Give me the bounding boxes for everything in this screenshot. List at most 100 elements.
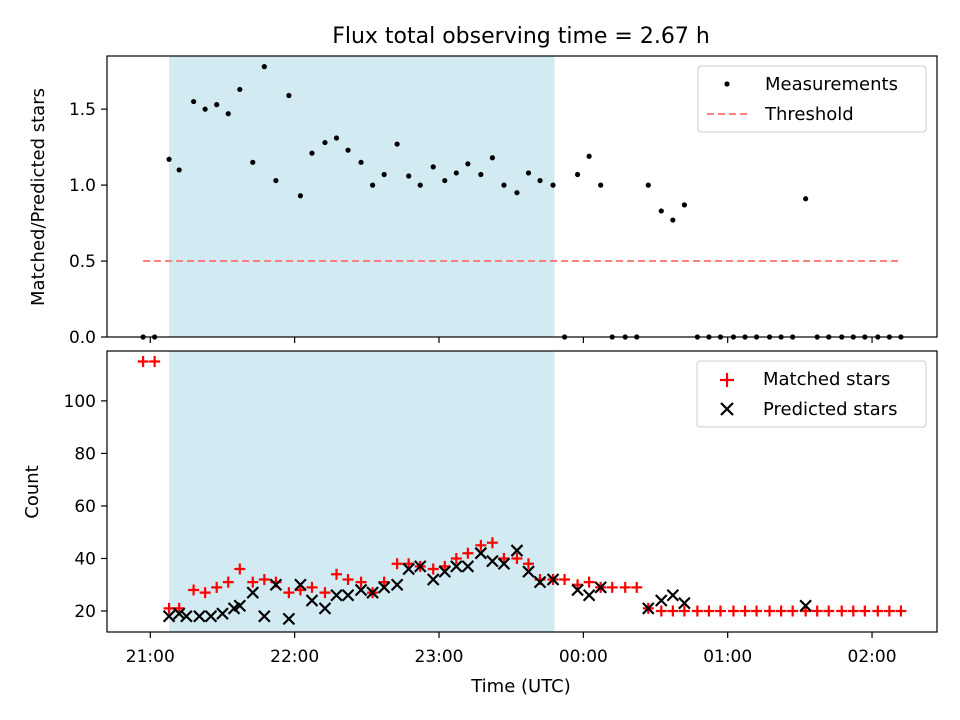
- matched-star-point: [247, 576, 259, 588]
- measurement-point: [394, 141, 400, 147]
- predicted-star-point: [233, 599, 247, 613]
- bottom-y-axis-label: Count: [22, 465, 43, 518]
- measurement-point: [430, 164, 436, 170]
- measurement-point: [645, 182, 651, 188]
- shaded-region: [169, 56, 555, 337]
- y-tick-label: 60: [74, 497, 96, 517]
- measurement-point: [381, 171, 387, 178]
- predicted-star-point: [642, 602, 655, 615]
- predicted-star-point: [377, 581, 391, 594]
- matched-star-point: [703, 605, 715, 617]
- predicted-star-point: [678, 596, 691, 610]
- measurement-point: [191, 98, 197, 105]
- measurement-point: [514, 190, 520, 196]
- matched-star-point: [883, 605, 895, 617]
- measurement-point: [465, 161, 471, 167]
- measurement-point: [453, 170, 459, 176]
- matched-star-point: [173, 602, 185, 614]
- matched-star-point: [294, 584, 306, 596]
- matched-star-point: [787, 605, 799, 617]
- matched-star-point: [800, 605, 812, 617]
- predicted-star-point: [582, 588, 596, 602]
- x-axis-label: Time (UTC): [470, 676, 571, 697]
- measurement-point: [478, 171, 484, 178]
- matched-star-point: [511, 552, 523, 564]
- measurement-point: [309, 150, 315, 156]
- matched-star-point: [872, 605, 884, 617]
- matched-star-point: [439, 560, 451, 572]
- chart-title: Flux total observing time = 2.67 h: [332, 24, 710, 49]
- top-axes-frame: [106, 55, 938, 338]
- predicted-star-point: [294, 578, 307, 592]
- y-tick-label: 100: [64, 392, 96, 412]
- measurement-point: [225, 111, 231, 117]
- matched-star-point: [498, 552, 510, 564]
- predicted-star-point: [497, 557, 511, 570]
- matched-star-point: [859, 605, 871, 617]
- predicted-star-point: [402, 562, 415, 576]
- matched-star-point: [691, 605, 703, 617]
- predicted-star-point: [546, 573, 560, 586]
- predicted-star-point: [413, 560, 427, 573]
- predicted-star-point: [204, 609, 218, 623]
- predicted-star-point: [799, 599, 812, 613]
- measurement-point: [586, 153, 592, 159]
- predicted-star-point: [162, 609, 176, 623]
- matched-star-point: [149, 356, 161, 368]
- measurement-point: [417, 182, 423, 188]
- predicted-star-point: [474, 546, 488, 560]
- matched-star-point: [775, 605, 787, 617]
- matched-star-point: [462, 547, 474, 559]
- legend-measurements-label: Measurements: [765, 74, 898, 95]
- matched-star-point: [727, 605, 739, 617]
- top-legend: Measurements Threshold: [697, 65, 927, 133]
- top-y-axis: 0.0 0.5 1.0 1.5: [69, 100, 107, 348]
- matched-star-point: [306, 581, 318, 593]
- matched-star-point: [619, 581, 631, 593]
- matched-star-point: [163, 602, 175, 614]
- y-tick-label: 0.5: [69, 252, 96, 272]
- matched-star-point: [714, 605, 726, 617]
- bottom-x-axis: 21:00 22:00 23:00 00:00 01:00 02:00: [126, 632, 897, 667]
- x-tick-label: 00:00: [559, 647, 608, 667]
- measurement-point: [297, 193, 304, 199]
- matched-star-point: [486, 537, 498, 549]
- measurement-point: [489, 155, 496, 161]
- matched-star-point: [331, 568, 343, 580]
- matched-star-point: [606, 581, 618, 593]
- x-tick-label: 22:00: [270, 647, 319, 667]
- y-tick-label: 80: [74, 444, 96, 464]
- measurement-point: [286, 92, 292, 99]
- measurement-point: [537, 177, 543, 184]
- matched-star-point: [475, 539, 487, 551]
- measurement-point: [442, 177, 448, 184]
- matched-star-point: [258, 573, 270, 585]
- predicted-star-point: [450, 560, 463, 573]
- matched-star-point: [811, 605, 823, 617]
- predicted-star-point: [426, 573, 440, 586]
- bottom-series-layer: [137, 356, 907, 626]
- measurement-point: [322, 139, 328, 146]
- predicted-star-point: [180, 609, 193, 623]
- matched-star-point: [222, 576, 234, 588]
- matched-star-point: [522, 558, 534, 570]
- measurement-point: [658, 208, 664, 214]
- matched-star-point: [427, 563, 439, 575]
- matched-star-point: [559, 573, 571, 585]
- measurement-point: [670, 217, 676, 223]
- measurement-point: [166, 156, 172, 162]
- matched-star-point: [450, 552, 462, 564]
- bottom-axes-frame: [106, 350, 938, 633]
- matched-star-point: [836, 605, 848, 617]
- measurement-point: [681, 202, 687, 208]
- x-tick-label: 23:00: [415, 647, 464, 667]
- matched-star-point: [137, 356, 149, 368]
- matched-star-point: [751, 605, 763, 617]
- matched-star-point: [739, 605, 751, 617]
- predicted-star-point: [522, 565, 535, 578]
- measurement-point: [202, 106, 208, 112]
- bottom-panel: 20 40 60 80 100 21:00 22:00 23:00 00:00 01:00 02:…: [22, 350, 938, 697]
- matched-star-point: [391, 558, 403, 570]
- top-panel: 0.0 0.5 1.0 1.5 Matched/Predicted stars Mea…: [28, 55, 938, 348]
